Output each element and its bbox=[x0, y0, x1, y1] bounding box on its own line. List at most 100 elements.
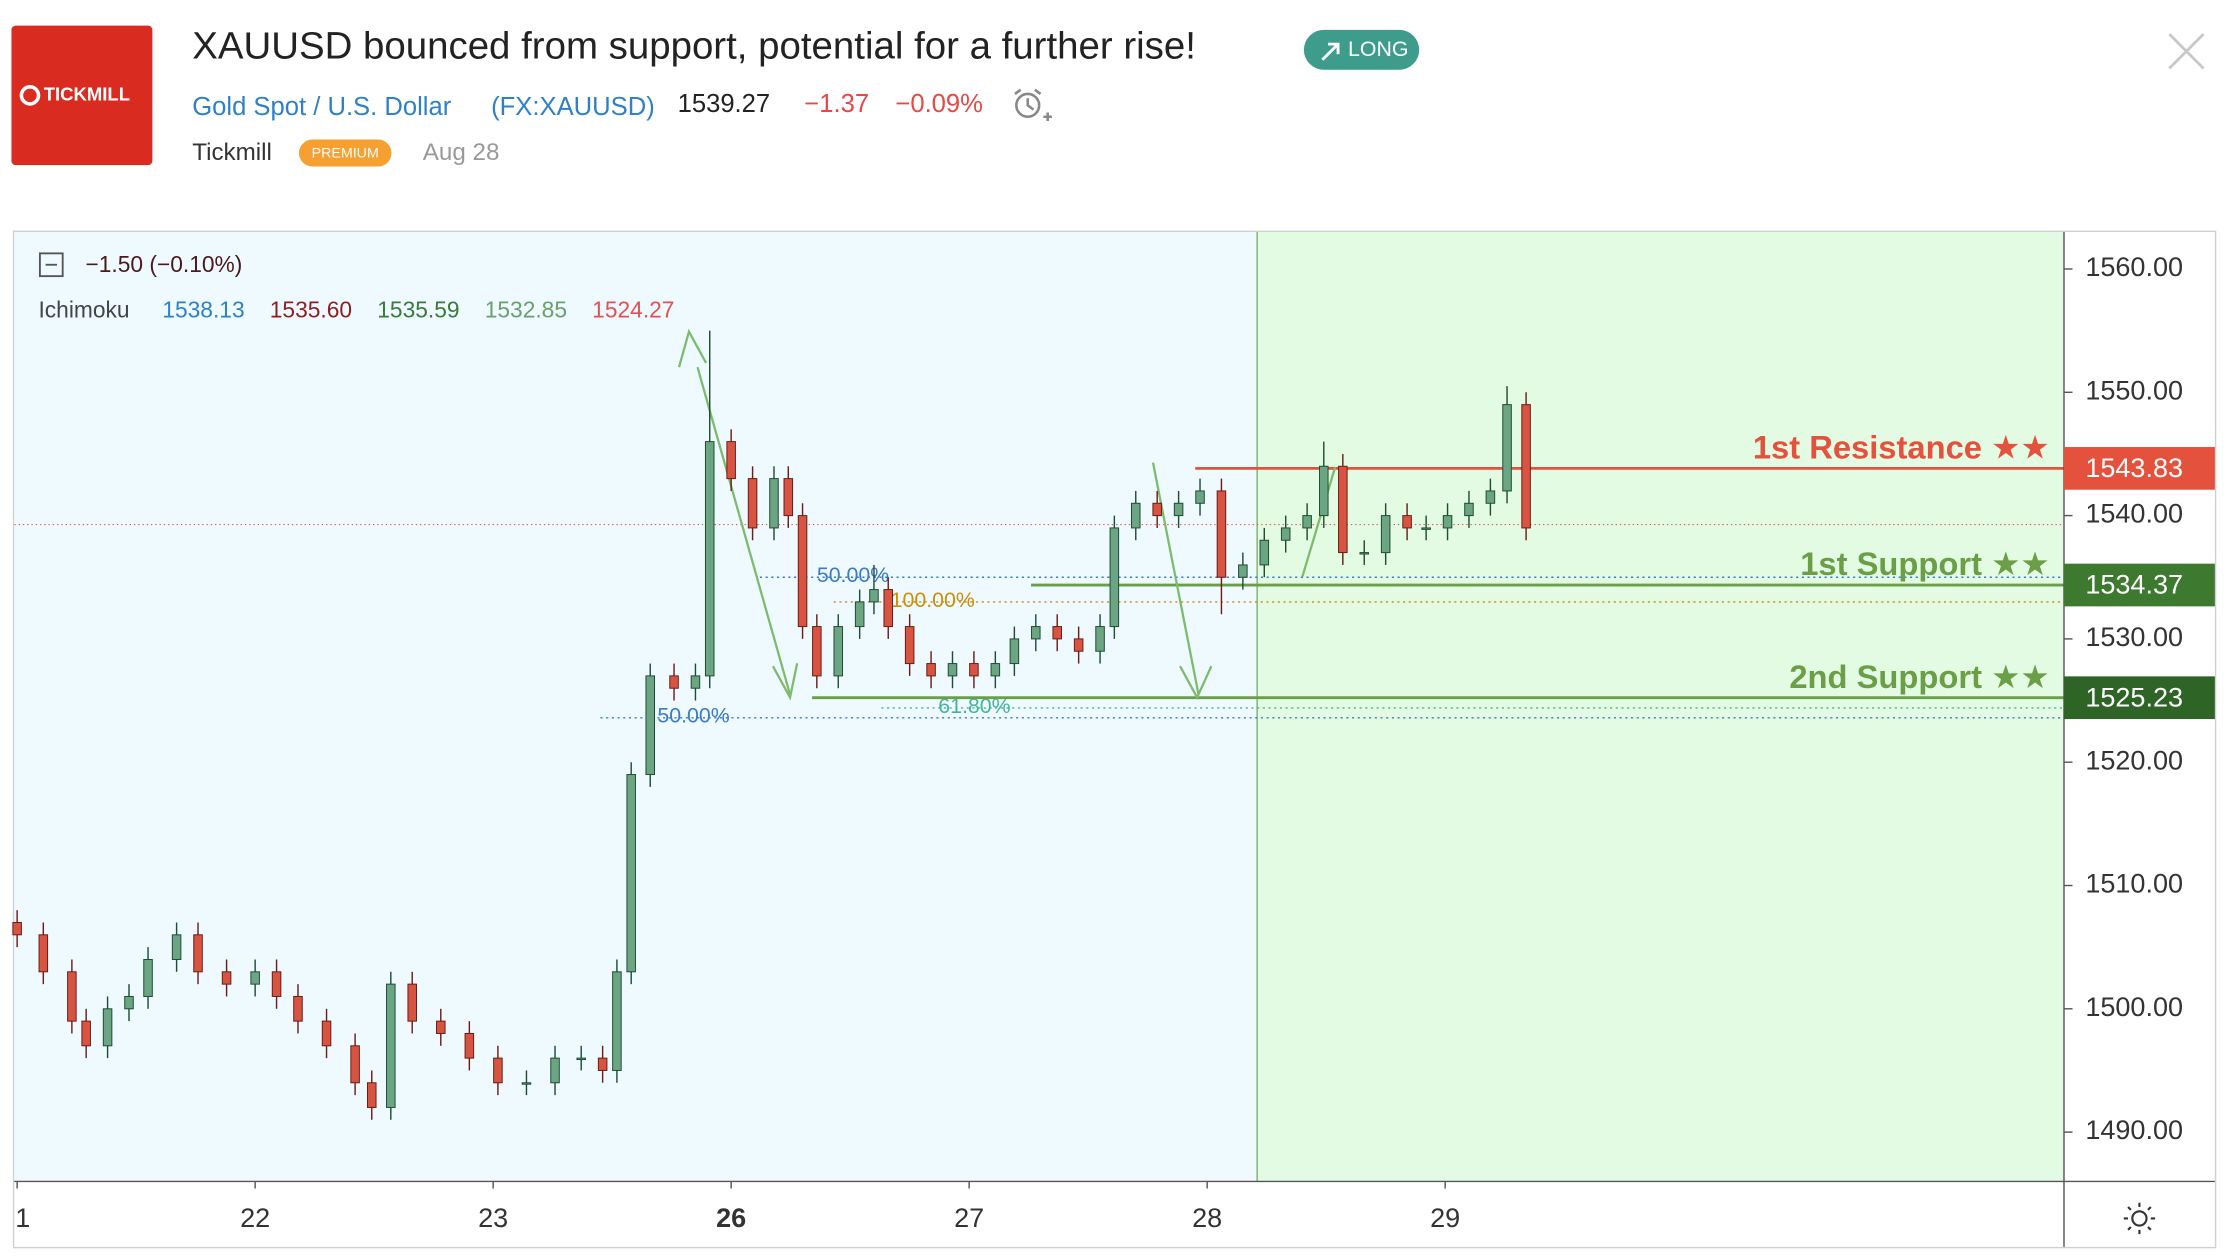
candle-body bbox=[350, 1045, 360, 1084]
candle-body bbox=[81, 1020, 91, 1047]
price-tag-label: 1534.37 bbox=[2085, 570, 2183, 600]
candle-body bbox=[1464, 502, 1474, 517]
x-tick-label: 29 bbox=[1430, 1203, 1460, 1233]
price-tag bbox=[2063, 676, 2215, 720]
drawn-arrow bbox=[696, 366, 792, 695]
candle-body bbox=[1216, 490, 1227, 578]
logo bbox=[11, 25, 153, 166]
price-tag bbox=[2063, 447, 2215, 490]
candle-body bbox=[1173, 502, 1184, 517]
plot: 50.00%100.00%61.80%50.00%1st Resistance … bbox=[12, 232, 2064, 1182]
drawn-arrow-head bbox=[1179, 665, 1213, 701]
candle-body bbox=[947, 663, 958, 677]
x-tick-label: 28 bbox=[1192, 1203, 1222, 1233]
logo-text: TICKMILL bbox=[44, 83, 130, 104]
candle-body bbox=[171, 934, 182, 960]
drawn-arrow-head bbox=[677, 328, 708, 368]
candle-body bbox=[221, 971, 232, 985]
candle-body bbox=[67, 971, 77, 1022]
premium-badge bbox=[298, 139, 392, 167]
candle-body bbox=[1259, 539, 1270, 566]
candle-body bbox=[1095, 626, 1105, 652]
candle-body bbox=[1421, 527, 1431, 530]
drawn-arrow-head bbox=[771, 663, 799, 701]
premium-text: PREMIUM bbox=[312, 145, 379, 161]
candle-body bbox=[1302, 515, 1312, 529]
price-tag-label: 1543.83 bbox=[2085, 453, 2183, 483]
candle-body bbox=[550, 1057, 560, 1084]
candle-body bbox=[1502, 404, 1512, 492]
symbol[interactable]: (FX:XAUUSD) bbox=[491, 93, 655, 121]
change-pct: −0.09% bbox=[895, 90, 983, 118]
legend-value: 1535.60 bbox=[270, 297, 352, 323]
y-tick-label: 1510.00 bbox=[2085, 869, 2183, 899]
candle-body bbox=[854, 601, 865, 628]
candle-body bbox=[883, 589, 894, 628]
instrument[interactable]: Gold Spot / U.S. Dollar bbox=[192, 93, 452, 121]
y-tick-label: 1560.00 bbox=[2085, 252, 2183, 282]
candle-body bbox=[521, 1082, 532, 1085]
candle-body bbox=[769, 478, 779, 529]
x-tick-label: 23 bbox=[478, 1203, 508, 1233]
price: 1539.27 bbox=[678, 90, 771, 118]
candle-body bbox=[1009, 638, 1020, 665]
collapse-icon[interactable] bbox=[38, 252, 64, 278]
level-name: 2nd Support ★★ bbox=[1789, 658, 2049, 695]
y-tick-label: 1520.00 bbox=[2085, 745, 2183, 775]
price-tag-label: 1525.23 bbox=[2085, 682, 2183, 712]
candle-body bbox=[1130, 502, 1141, 529]
candle-body bbox=[271, 971, 282, 997]
candle-body bbox=[969, 663, 979, 677]
author[interactable]: Tickmill bbox=[192, 139, 272, 166]
close-button[interactable] bbox=[2168, 33, 2205, 70]
candle-body bbox=[1402, 515, 1412, 529]
candle-body bbox=[1485, 490, 1496, 504]
candle-body bbox=[12, 921, 22, 936]
candle-body bbox=[1521, 404, 1531, 529]
idea-title: XAUUSD bounced from support, potential f… bbox=[192, 25, 1196, 68]
candle-body bbox=[143, 958, 153, 997]
legend-change: −1.50 (−0.10%) bbox=[85, 251, 242, 277]
candle-body bbox=[193, 934, 203, 973]
candle-body bbox=[1152, 502, 1162, 517]
y-tick-label: 1540.00 bbox=[2085, 499, 2183, 529]
candle-body bbox=[990, 663, 1001, 677]
candle-body bbox=[407, 983, 417, 1022]
x-tick-label: 27 bbox=[954, 1203, 984, 1233]
candle-body bbox=[1238, 564, 1248, 578]
legend-value: 1538.13 bbox=[162, 297, 244, 323]
candle-body bbox=[250, 971, 260, 985]
alarm-icon[interactable] bbox=[1014, 88, 1052, 121]
candle-body bbox=[38, 934, 49, 973]
candle-body bbox=[926, 663, 936, 677]
y-tick-label: 1490.00 bbox=[2085, 1115, 2183, 1145]
candle-body bbox=[747, 478, 758, 529]
long-text: LONG bbox=[1348, 37, 1409, 61]
drawn-arrow bbox=[1151, 462, 1200, 695]
candle-body bbox=[1380, 515, 1391, 554]
candle-body bbox=[1052, 626, 1062, 640]
x-tick-label: 1 bbox=[15, 1203, 30, 1233]
candle-body bbox=[869, 589, 879, 603]
candle-body bbox=[1319, 465, 1329, 517]
candle-body bbox=[436, 1020, 446, 1034]
y-tick-label: 1500.00 bbox=[2085, 992, 2183, 1022]
candle-body bbox=[1359, 552, 1370, 555]
candle-body bbox=[690, 675, 701, 689]
candle-body bbox=[812, 626, 822, 677]
candle-body bbox=[783, 478, 794, 517]
candle-body bbox=[626, 774, 636, 973]
level-name: 1st Resistance ★★ bbox=[1753, 429, 2050, 466]
settings-icon[interactable] bbox=[2123, 1202, 2156, 1235]
candle-body bbox=[1442, 515, 1453, 529]
candle-body bbox=[669, 675, 679, 689]
candle-body bbox=[1338, 465, 1348, 554]
candle-body bbox=[493, 1057, 503, 1084]
candle-body bbox=[704, 441, 715, 677]
candle-body bbox=[102, 1008, 113, 1047]
candle-body bbox=[1195, 490, 1205, 504]
candle-body bbox=[1280, 527, 1291, 541]
legend-value: 1532.85 bbox=[485, 297, 567, 323]
